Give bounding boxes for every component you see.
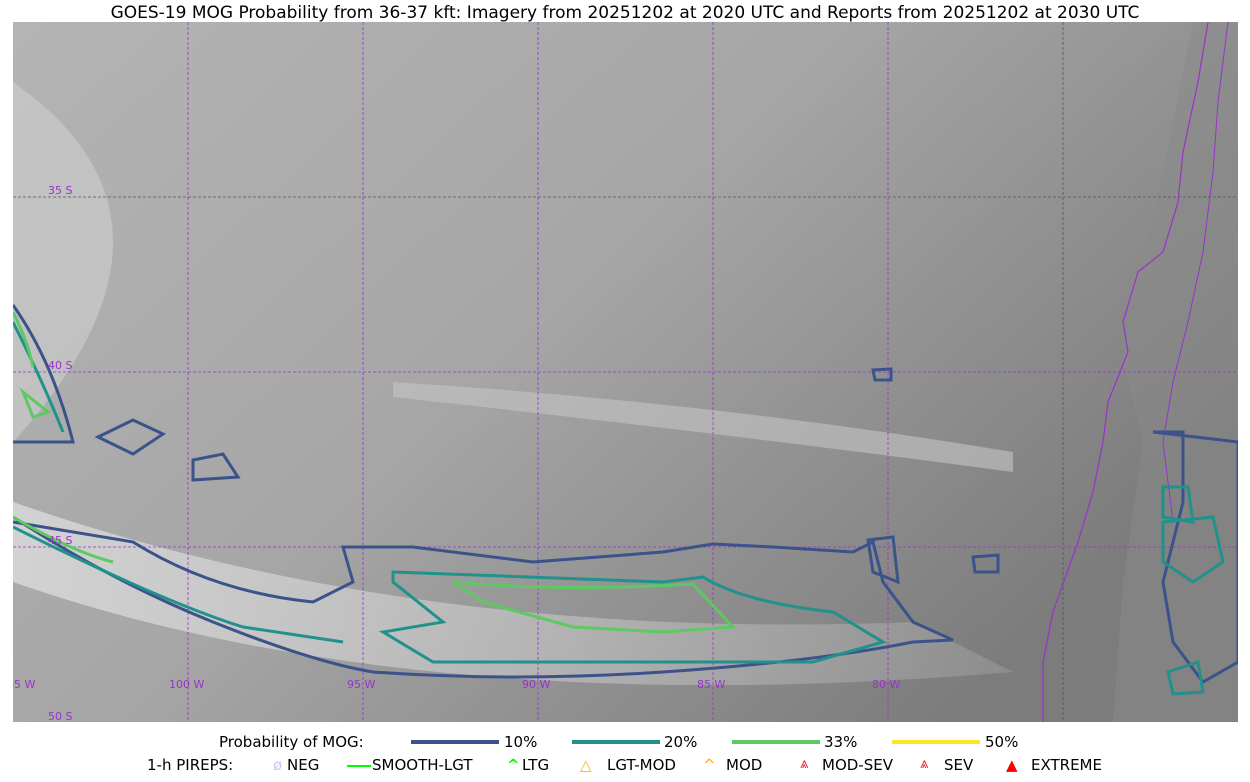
filled-triangle-icon: ▲ [1006,756,1018,774]
caret-icon: ^ [703,756,716,774]
legend-level: 33% [824,733,858,751]
coastline [1042,22,1209,722]
legend-swatch-10 [411,740,499,744]
cloud-band [13,502,1013,686]
caret-icon: ^ [507,756,520,774]
lon-label: 90 W [522,678,550,691]
pirep-type: LGT-MOD [607,756,676,774]
contour-10 [13,304,954,679]
contour-20 [1161,485,1225,696]
lon-label: 80 W [872,678,900,691]
legend-swatch-50 [892,740,980,744]
pirep-type: EXTREME [1031,756,1102,774]
pirep-legend-label: 1-h PIREPS: [147,756,234,774]
probability-legend-label: Probability of MOG: [219,733,364,751]
lat-label: 40 S [48,359,72,372]
contour-33 [13,311,737,634]
lon-label: 105 W [13,678,35,691]
double-caret-icon: ⩓ [800,754,809,772]
pirep-type: MOD [726,756,763,774]
cloud-band [393,382,1013,472]
lat-label: 45 S [48,534,72,547]
chart-title: GOES-19 MOG Probability from 36-37 kft: … [110,3,1140,23]
lat-label: 50 S [48,710,72,722]
triangle-open-icon: △ [580,756,592,774]
line-icon [347,765,371,767]
legend-level: 20% [664,733,698,751]
pirep-type: LTG [522,756,550,774]
pirep-type: SEV [944,756,974,774]
contour-10 [94,367,1238,684]
pirep-type: SMOOTH-LGT [372,756,473,774]
cloud-band [13,82,113,442]
satellite-map: 35 S 40 S 45 S 50 S 105 W 100 W 95 W 90 … [13,22,1238,722]
lat-label: 35 S [48,184,72,197]
lon-label: 95 W [347,678,375,691]
legend-level: 10% [504,733,538,751]
pirep-type: MOD-SEV [822,756,893,774]
pirep-type: NEG [287,756,320,774]
lon-label: 85 W [697,678,725,691]
contour-20 [13,321,887,664]
gridlines [13,22,1238,722]
lon-label: 100 W [169,678,204,691]
neg-icon: ø [273,756,283,774]
legend-level: 50% [985,733,1019,751]
legend-swatch-33 [732,740,820,744]
legend-swatch-20 [572,740,660,744]
double-caret-icon: ⩓ [920,754,929,772]
